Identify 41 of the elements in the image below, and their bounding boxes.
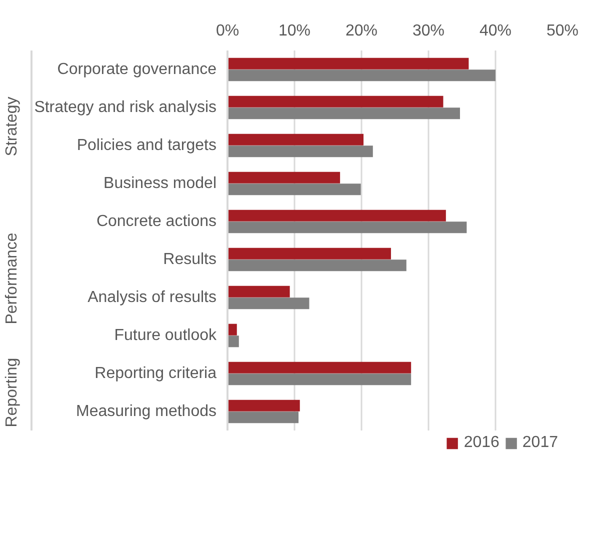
bar — [228, 362, 412, 374]
y-tick-label: Reporting criteria — [94, 365, 217, 382]
text: Reporting — [4, 358, 20, 428]
bar — [228, 210, 446, 222]
x-tick-label: 50% — [546, 22, 579, 40]
x-tick-label: 0% — [216, 22, 240, 40]
y-tick-label: Policies and targets — [76, 137, 217, 154]
bar — [228, 336, 239, 348]
y-tick-label: Concrete actions — [96, 213, 216, 230]
legend-label: 2017 — [522, 434, 558, 452]
bar — [228, 248, 391, 260]
legend-label: 2016 — [464, 434, 500, 452]
y-tick-label: Analysis of results — [88, 289, 216, 306]
bar — [228, 108, 460, 120]
bar — [228, 412, 299, 424]
text: Performance — [4, 232, 20, 324]
text: Strategy — [4, 96, 20, 156]
y-tick-label: Results — [163, 251, 217, 268]
y-tick-label: Corporate governance — [57, 61, 217, 78]
bar — [228, 286, 290, 298]
bar — [228, 374, 412, 386]
y-tick-label: Business model — [104, 175, 217, 192]
y-tick-label: Measuring methods — [76, 403, 216, 420]
bar — [228, 58, 469, 70]
bar — [228, 172, 340, 184]
bar — [228, 146, 373, 158]
bar — [228, 324, 237, 336]
bar — [228, 298, 310, 310]
x-tick-label: 10% — [278, 22, 311, 40]
y-tick-label: Future outlook — [114, 327, 218, 344]
bar — [228, 96, 444, 108]
x-tick-label: 20% — [345, 22, 378, 40]
bar — [228, 184, 361, 196]
x-tick-label: 30% — [412, 22, 445, 40]
bar — [228, 134, 364, 146]
bar — [228, 222, 467, 234]
bar — [228, 70, 496, 82]
x-tick-label: 40% — [479, 22, 512, 40]
y-tick-label: Strategy and risk analysis — [34, 99, 217, 116]
bar — [228, 400, 300, 412]
bar — [228, 260, 406, 272]
